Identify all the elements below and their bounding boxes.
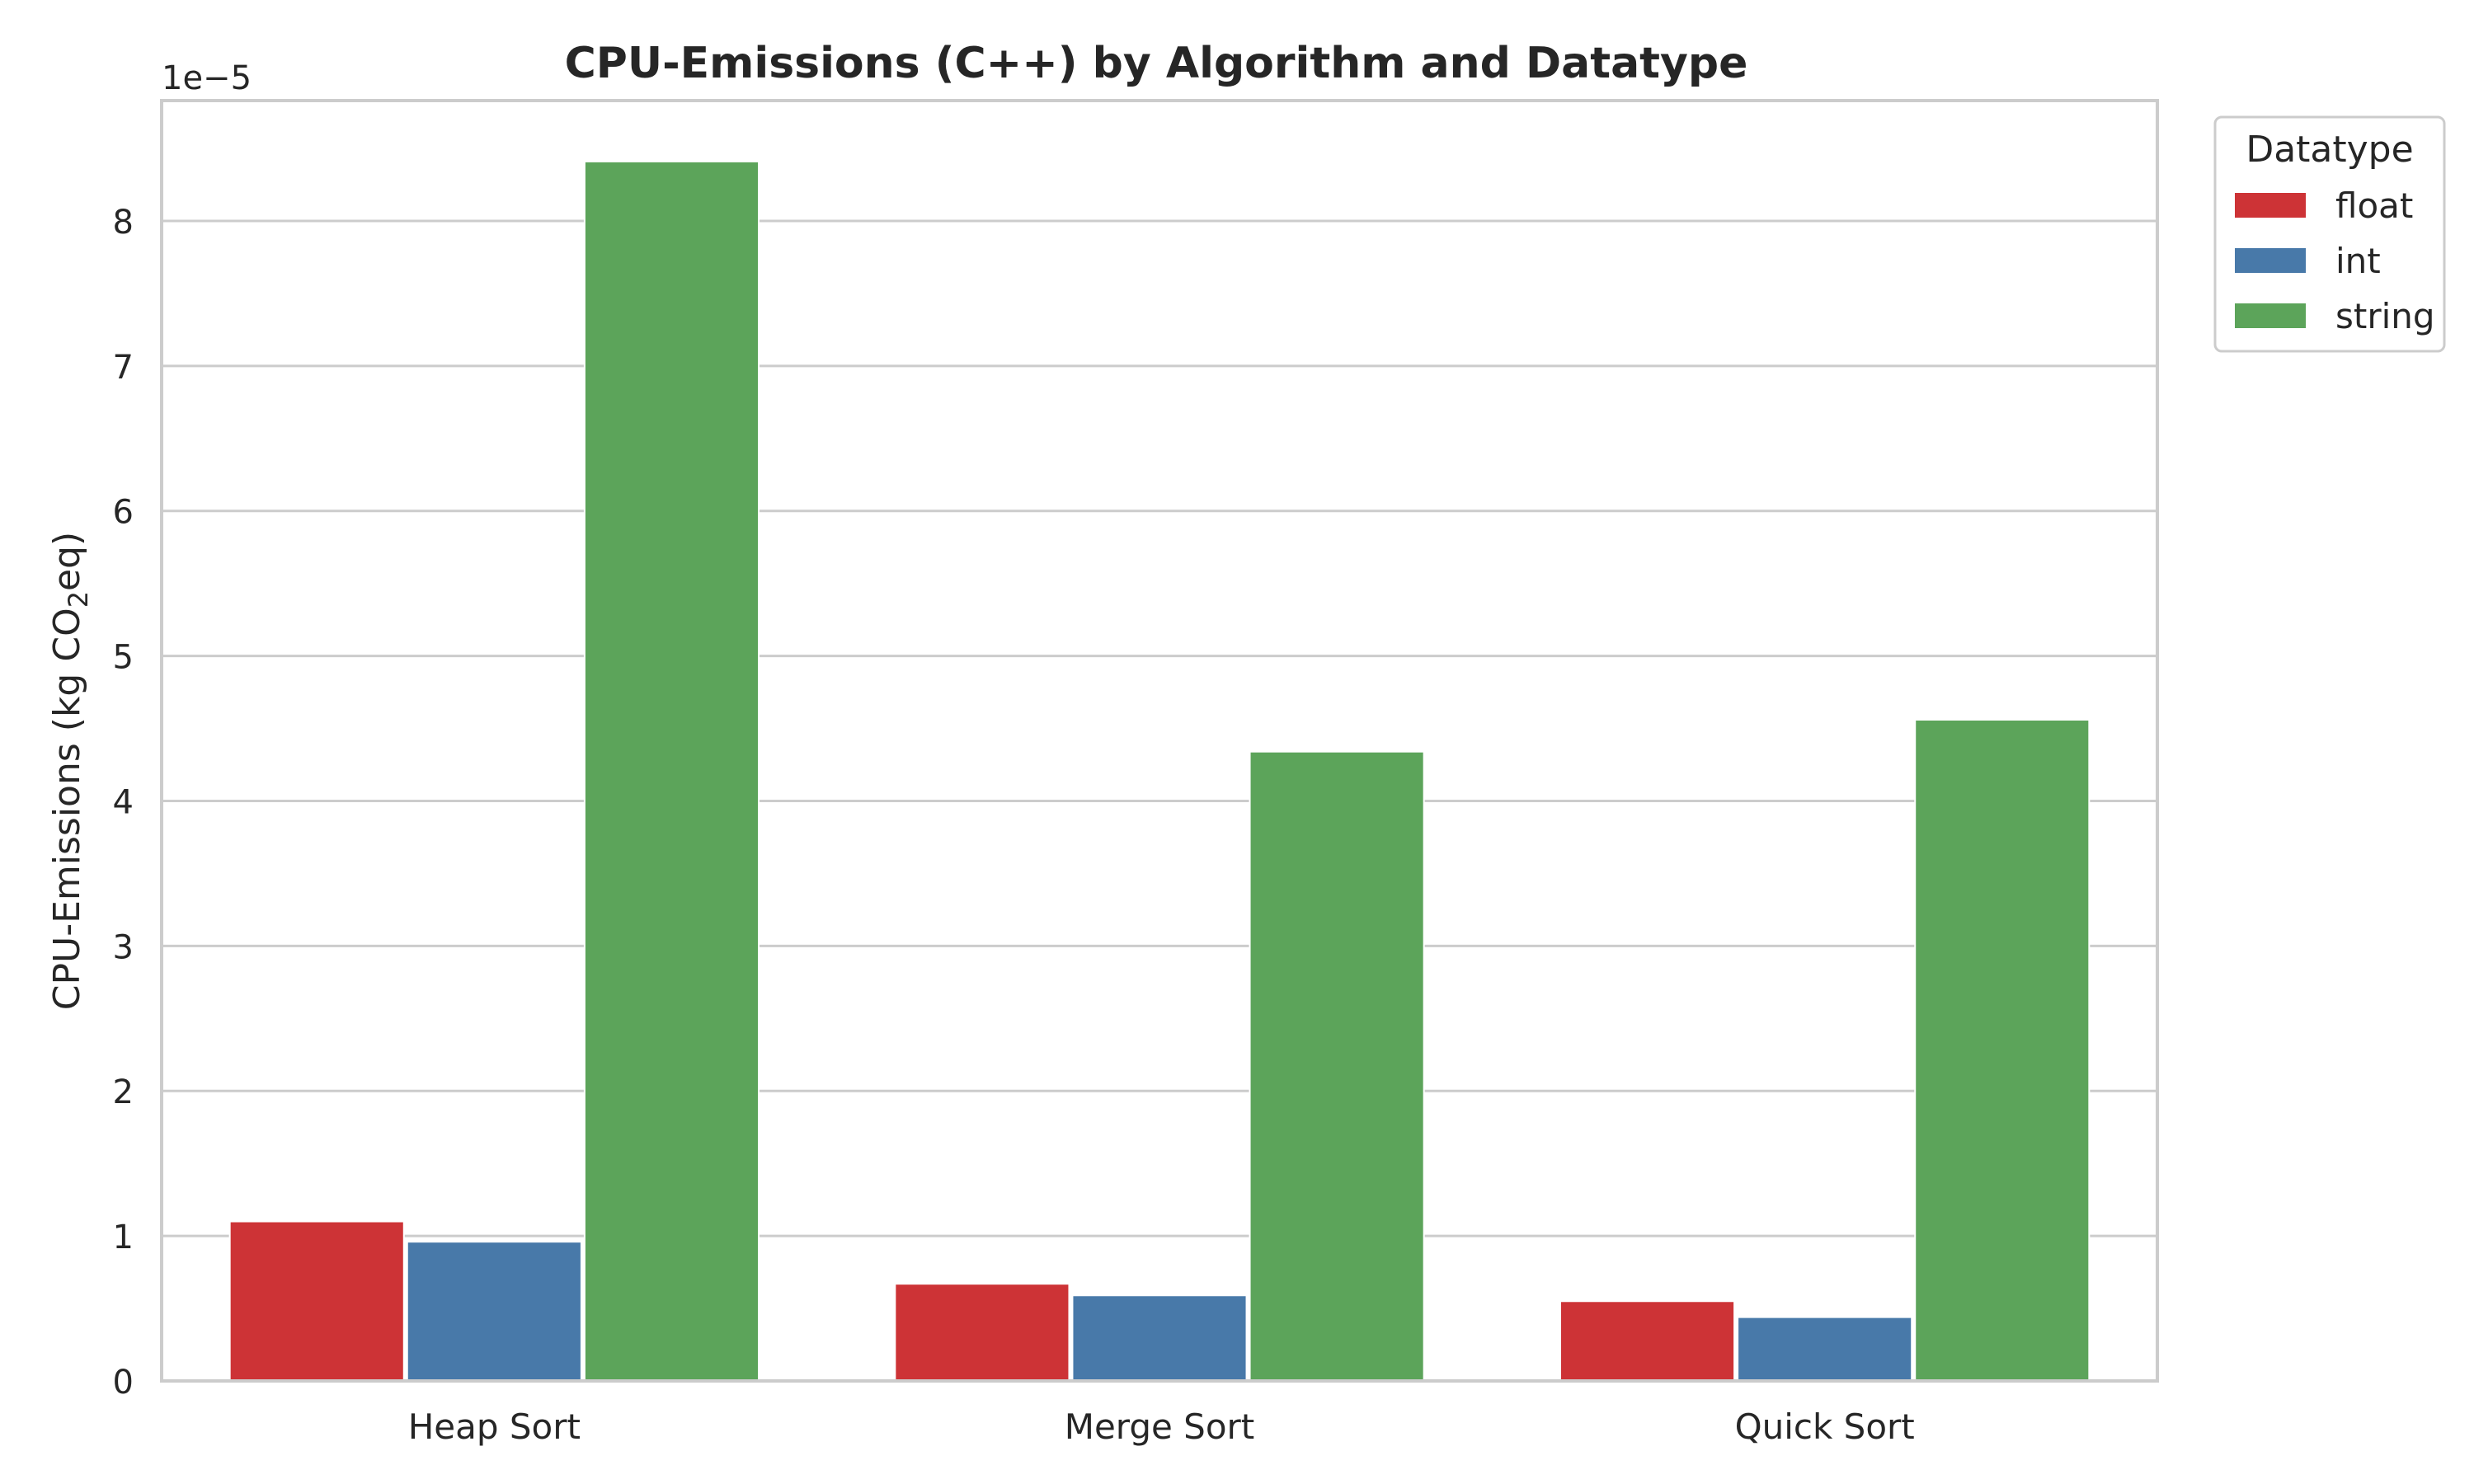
bar xyxy=(894,1283,1070,1383)
legend-label: int xyxy=(2335,241,2381,281)
x-tick-label: Merge Sort xyxy=(1065,1407,1255,1447)
bar xyxy=(1737,1316,1913,1382)
chart-title: CPU-Emissions (C++) by Algorithm and Dat… xyxy=(565,39,1748,88)
legend-box xyxy=(2213,115,2446,353)
legend-items: float int string xyxy=(2235,186,2435,336)
bar xyxy=(1914,718,2091,1382)
gridlines xyxy=(162,219,2157,1237)
y-axis-offset-label: 1e−5 xyxy=(162,59,252,97)
legend-label: float xyxy=(2335,186,2413,226)
legend-title: Datatype xyxy=(2246,129,2413,171)
y-tick-label: 5 xyxy=(113,639,134,677)
legend-swatch xyxy=(2235,248,2306,273)
x-tick-label: Heap Sort xyxy=(408,1407,581,1447)
y-axis-label: CPU-Emissions (kg CO2eq) xyxy=(46,532,94,1010)
bar xyxy=(228,1220,405,1382)
y-tick-label: 1 xyxy=(113,1219,134,1256)
bar xyxy=(406,1241,582,1383)
y-tick-label: 2 xyxy=(113,1073,134,1111)
y-tick-label: 6 xyxy=(113,494,134,532)
x-tick-labels: Heap Sort Merge Sort Quick Sort xyxy=(408,1407,1915,1447)
x-tick-label: Quick Sort xyxy=(1735,1407,1915,1447)
bar xyxy=(1071,1294,1248,1383)
legend-swatch xyxy=(2235,193,2306,218)
bar xyxy=(1249,750,1425,1382)
bar xyxy=(583,160,760,1382)
y-tick-labels: 0 1 2 3 4 5 6 7 8 xyxy=(113,204,134,1402)
legend: Datatype float int string xyxy=(2213,115,2446,353)
plot-frame xyxy=(160,99,2159,1383)
bar xyxy=(1559,1300,1736,1382)
y-tick-label: 3 xyxy=(113,928,134,966)
y-tick-label: 8 xyxy=(113,204,134,242)
legend-label: string xyxy=(2335,296,2435,336)
bars xyxy=(228,160,2091,1383)
legend-swatch xyxy=(2235,303,2306,328)
y-tick-label: 4 xyxy=(113,783,134,821)
y-tick-label: 7 xyxy=(113,349,134,387)
y-tick-label: 0 xyxy=(113,1364,134,1402)
